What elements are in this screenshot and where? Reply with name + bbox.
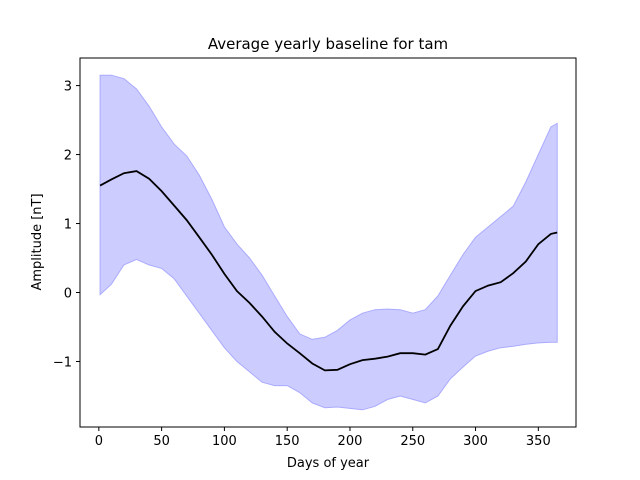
x-axis-label: Days of year	[287, 456, 370, 471]
plot-frame	[79, 57, 577, 428]
y-tick-label: 0	[64, 287, 72, 302]
x-tick-label: 300	[463, 434, 488, 449]
y-tick-label: −1	[53, 355, 72, 370]
x-tick-label: 150	[275, 434, 300, 449]
x-tick-label: 0	[95, 434, 103, 449]
y-tick-label: 2	[64, 149, 72, 164]
y-tick-label: 1	[64, 218, 72, 233]
x-tick-label: 250	[400, 434, 425, 449]
x-tick-label: 100	[212, 434, 237, 449]
x-axis: 0 50 100 150 200 250 300 350	[95, 427, 551, 449]
y-axis: −1 0 1 2 3	[53, 80, 80, 370]
mean-line	[99, 170, 558, 372]
y-tick-label: 3	[64, 80, 72, 95]
x-tick-label: 350	[526, 434, 551, 449]
x-tick-label: 200	[338, 434, 363, 449]
chart-title: Average yearly baseline for tam	[208, 35, 448, 53]
x-tick-label: 50	[153, 434, 170, 449]
plot-area	[99, 74, 558, 411]
y-axis-label: Amplitude [nT]	[30, 193, 45, 290]
confidence-band	[99, 74, 558, 411]
